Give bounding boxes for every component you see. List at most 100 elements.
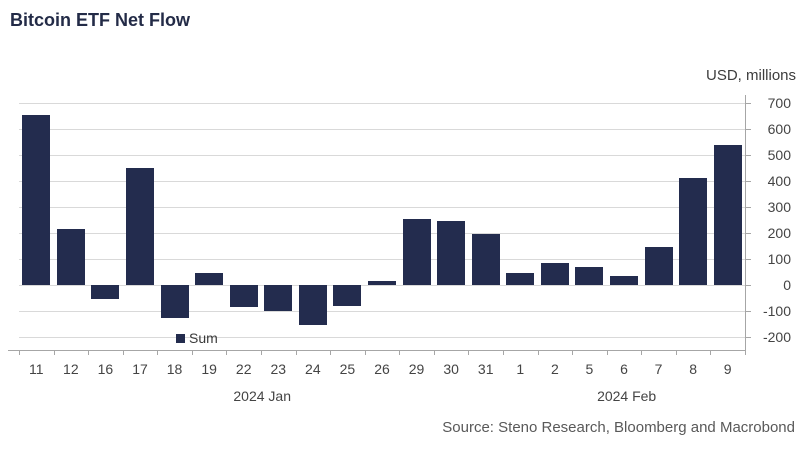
x-tick-label-24: 24: [305, 361, 321, 377]
x-axis-tick: [261, 350, 262, 355]
x-tick-label-17: 17: [132, 361, 148, 377]
x-axis-tick: [503, 350, 504, 355]
x-tick-label-29: 29: [408, 361, 425, 377]
y-axis-unit-label: USD, millions: [705, 67, 796, 84]
gridline--100: [19, 310, 745, 312]
y-axis-tick: [745, 103, 751, 104]
x-axis-tick: [606, 350, 608, 355]
x-axis-tick: [710, 350, 712, 355]
legend-label: Sum: [189, 330, 218, 346]
bar-1: [506, 273, 535, 285]
bar-17: [126, 168, 154, 285]
x-tick-label-26: 26: [374, 361, 390, 377]
x-axis-tick: [468, 350, 470, 355]
y-axis-tick: [745, 285, 751, 286]
y-axis-tick: [745, 207, 751, 208]
y-tick-label-600: 600: [767, 121, 791, 137]
x-tick-label-23: 23: [270, 361, 287, 377]
x-axis-line: [8, 350, 745, 351]
legend: Sum: [176, 330, 218, 346]
x-tick-label-5: 5: [585, 361, 594, 377]
bar-5: [575, 266, 604, 285]
y-axis-tick: [745, 311, 751, 312]
bar-12: [56, 229, 85, 285]
plot-area: [19, 95, 745, 350]
y-axis-tick: [745, 259, 751, 260]
x-tick-label-22: 22: [235, 361, 252, 377]
x-axis-tick: [399, 350, 401, 355]
x-tick-label-9: 9: [723, 361, 732, 377]
gridline--200: [19, 336, 745, 338]
x-tick-label-7: 7: [654, 361, 663, 377]
x-tick-label-25: 25: [339, 361, 356, 377]
bar-30: [437, 221, 466, 285]
y-axis-tick: [745, 129, 751, 130]
y-tick-label-200: 200: [767, 225, 791, 241]
gridline-100: [19, 258, 745, 260]
x-axis-tick: [364, 350, 366, 355]
x-axis-tick: [745, 350, 746, 355]
y-tick-label--100: -100: [762, 303, 791, 319]
bar-24: [298, 285, 327, 326]
x-tick-label-8: 8: [689, 361, 698, 377]
bar-2: [540, 262, 569, 285]
x-tick-label-6: 6: [620, 361, 628, 377]
x-tick-label-31: 31: [477, 361, 494, 377]
y-tick-label-700: 700: [767, 95, 791, 111]
month-label-feb: 2024 Feb: [597, 388, 657, 404]
bar-7: [644, 247, 673, 285]
bar-29: [402, 218, 431, 285]
y-axis-tick: [745, 233, 751, 234]
x-tick-label-30: 30: [443, 361, 459, 377]
x-tick-label-2: 2: [550, 361, 559, 377]
x-axis-tick: [330, 350, 332, 355]
x-axis-tick: [572, 350, 574, 355]
chart-title: Bitcoin ETF Net Flow: [10, 10, 190, 30]
y-tick-label-400: 400: [767, 173, 791, 189]
source-text: Source: Steno Research, Bloomberg and Ma…: [442, 419, 795, 436]
gridline-500: [19, 154, 745, 156]
legend-swatch: [176, 333, 185, 343]
bar-23: [264, 285, 293, 311]
x-tick-label-16: 16: [97, 361, 114, 377]
bar-6: [610, 275, 638, 285]
x-tick-label-1: 1: [516, 361, 525, 377]
x-tick-label-18: 18: [166, 361, 183, 377]
y-tick-label-0: 0: [783, 277, 791, 293]
gridline-0: [19, 284, 745, 286]
gridline-200: [19, 232, 745, 234]
gridline-300: [19, 206, 745, 208]
y-tick-label-100: 100: [767, 251, 791, 267]
y-tick-label-500: 500: [767, 147, 791, 163]
bar-16: [91, 285, 120, 300]
x-axis-tick: [88, 350, 90, 355]
y-axis-line: [745, 95, 746, 350]
month-label-jan: 2024 Jan: [233, 388, 291, 404]
x-tick-label-11: 11: [29, 361, 44, 377]
bar-26: [368, 281, 396, 285]
gridline-700: [19, 102, 745, 104]
y-axis-tick: [745, 155, 751, 156]
x-axis-tick: [295, 350, 297, 355]
bar-22: [229, 285, 258, 308]
gridline-600: [19, 128, 745, 130]
x-axis-tick: [53, 350, 55, 355]
x-tick-label-12: 12: [63, 361, 79, 377]
y-tick-label--200: -200: [762, 329, 791, 345]
x-axis-tick: [433, 350, 435, 355]
x-axis-tick: [157, 350, 159, 355]
y-tick-label-300: 300: [767, 199, 791, 215]
x-axis-tick: [641, 350, 643, 355]
bar-9: [713, 144, 742, 285]
bar-8: [679, 178, 708, 285]
bar-18: [160, 285, 189, 318]
bar-25: [333, 285, 362, 306]
x-axis-tick: [226, 350, 228, 355]
bar-19: [195, 273, 224, 285]
y-axis-tick: [745, 337, 751, 338]
y-axis-tick: [745, 181, 751, 182]
x-axis-tick: [19, 350, 20, 355]
x-axis-tick: [191, 350, 193, 355]
x-tick-label-19: 19: [201, 361, 217, 377]
